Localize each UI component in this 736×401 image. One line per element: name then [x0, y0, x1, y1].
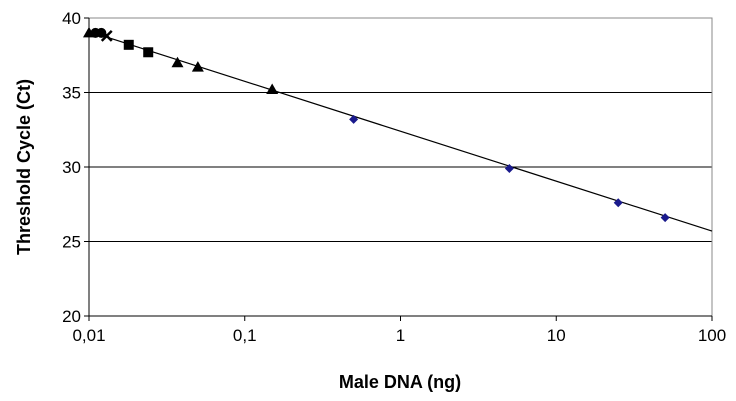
y-axis-title: Threshold Cycle (Ct) — [14, 79, 34, 255]
triangle-marker — [266, 83, 279, 95]
y-tick-label: 25 — [62, 233, 81, 252]
triangle-marker — [191, 61, 204, 72]
y-tick-label: 20 — [62, 307, 81, 326]
x-tick-label: 100 — [698, 326, 726, 345]
x-tick-label: 1 — [396, 326, 405, 345]
y-tick-label: 40 — [62, 9, 81, 28]
triangle-marker — [171, 56, 184, 68]
square-marker — [123, 39, 134, 50]
diamond-marker — [660, 213, 670, 223]
diamond-marker — [504, 163, 514, 173]
x-tick-label: 10 — [547, 326, 566, 345]
x-axis-title: Male DNA (ng) — [339, 372, 461, 392]
diamond-marker — [613, 198, 623, 208]
gridlines — [89, 92, 712, 242]
x-tick-labels: 0,01 0,1 1 10 100 — [72, 326, 726, 345]
trendline-layer — [88, 30, 713, 232]
y-tick-label: 35 — [62, 84, 81, 103]
data-points — [83, 26, 670, 223]
y-tick-label: 30 — [62, 158, 81, 177]
diamond-marker — [349, 114, 359, 124]
x-tick-label: 0,01 — [72, 326, 105, 345]
axes — [84, 17, 713, 321]
square-marker — [143, 47, 154, 58]
y-tick-labels: 20 25 30 35 40 — [62, 9, 81, 326]
trendline — [88, 30, 713, 232]
x-marker — [100, 29, 113, 42]
circle-marker — [96, 27, 107, 38]
x-tick-label: 0,1 — [233, 326, 257, 345]
